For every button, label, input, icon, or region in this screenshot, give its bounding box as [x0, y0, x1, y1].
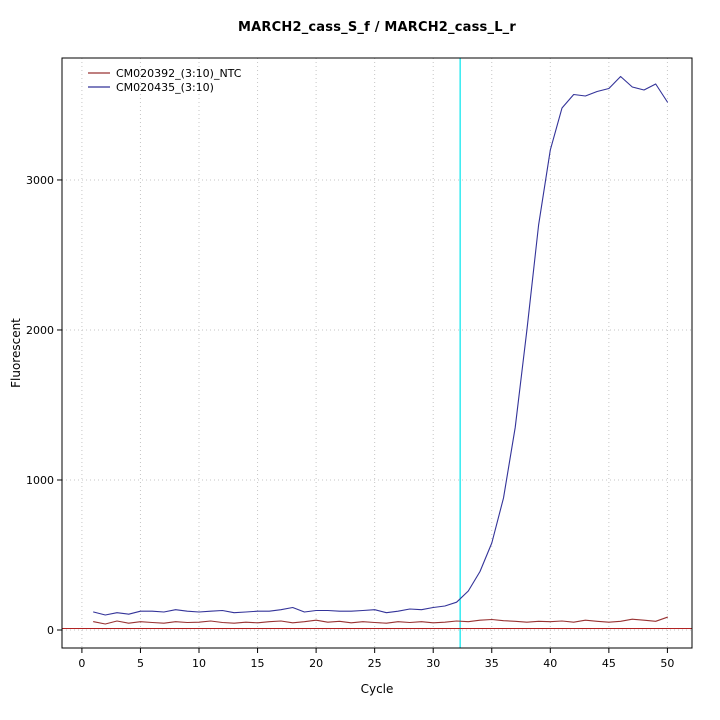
series-line-0: [93, 616, 668, 625]
x-tick-label: 10: [192, 657, 206, 670]
y-tick-label: 1000: [26, 474, 54, 487]
gridlines: [62, 58, 692, 648]
y-tick-label: 2000: [26, 324, 54, 337]
x-tick-label: 0: [78, 657, 85, 670]
x-axis-label: Cycle: [360, 682, 394, 696]
series-line-1: [93, 75, 668, 616]
x-tick-label: 5: [137, 657, 144, 670]
x-tick-label: 15: [251, 657, 265, 670]
axis-tick-labels: 0 5 10 15 20 25 30 35 40 45 50 0 1000 2000 3000: [26, 174, 674, 670]
x-tick-label: 20: [309, 657, 323, 670]
x-tick-label: 25: [368, 657, 382, 670]
legend-label: CM020392_(3:10)_NTC: [116, 67, 242, 80]
y-tick-label: 0: [47, 624, 54, 637]
x-tick-label: 35: [485, 657, 499, 670]
x-tick-label: 40: [543, 657, 557, 670]
chart-title: MARCH2_cass_S_f / MARCH2_cass_L_r: [238, 20, 516, 35]
legend-label: CM020435_(3:10): [116, 81, 214, 94]
x-tick-label: 30: [426, 657, 440, 670]
y-tick-label: 3000: [26, 174, 54, 187]
axis-ticks: [57, 179, 668, 653]
x-tick-label: 50: [660, 657, 674, 670]
x-tick-label: 45: [602, 657, 616, 670]
plot-border: [61, 57, 693, 649]
